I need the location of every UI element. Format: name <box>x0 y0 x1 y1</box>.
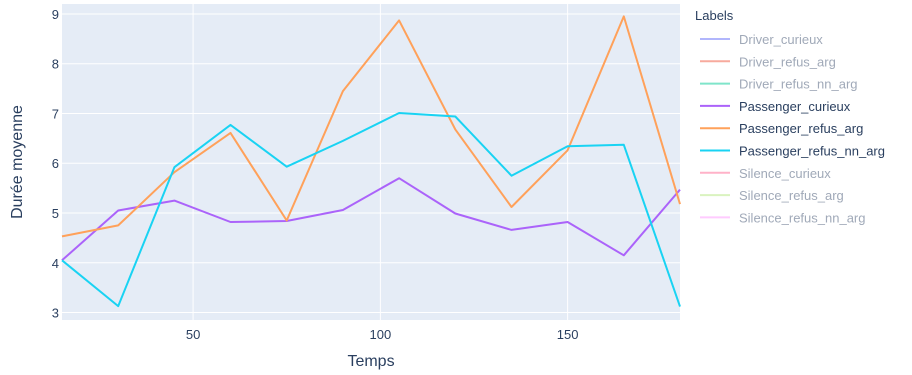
legend-items: Driver_curieux Driver_refus_arg Driver_ref… <box>700 32 885 225</box>
legend-label: Passenger_refus_nn_arg <box>739 144 885 159</box>
plot-area <box>61 4 681 320</box>
series-line-passenger-refus-nn-arg <box>61 112 681 308</box>
y-tick-label: 7 <box>52 106 59 121</box>
legend-label: Silence_refus_nn_arg <box>739 210 865 225</box>
legend-label: Driver_refus_nn_arg <box>739 77 858 92</box>
legend-label: Silence_refus_arg <box>739 188 844 203</box>
legend-label: Silence_curieux <box>739 166 831 181</box>
series-lines <box>61 15 681 308</box>
y-axis-title: Durée moyenne <box>9 105 26 219</box>
plot-background <box>62 4 680 320</box>
y-tick-label: 3 <box>52 306 59 321</box>
legend-item-driver-refus-nn-arg[interactable]: Driver_refus_nn_arg <box>700 77 858 92</box>
legend-item-passenger-curieux[interactable]: Passenger_curieux <box>700 99 851 114</box>
legend-item-driver-refus-arg[interactable]: Driver_refus_arg <box>700 54 836 69</box>
legend-item-passenger-refus-nn-arg[interactable]: Passenger_refus_nn_arg <box>700 144 885 159</box>
legend-item-silence-refus-nn-arg[interactable]: Silence_refus_nn_arg <box>700 210 865 225</box>
x-axis-ticks: 50 100 150 <box>186 327 579 342</box>
legend-label: Passenger_refus_arg <box>739 121 863 136</box>
series-line-passenger-curieux <box>61 177 681 262</box>
y-tick-label: 4 <box>52 256 59 271</box>
y-tick-label: 6 <box>52 156 59 171</box>
legend-title: Labels <box>695 8 734 23</box>
y-axis-ticks: 3 4 5 6 7 8 9 <box>52 7 59 321</box>
legend-item-silence-curieux[interactable]: Silence_curieux <box>700 166 831 181</box>
x-tick-label: 50 <box>186 327 200 342</box>
series-line-passenger-refus-arg <box>61 15 681 238</box>
legend-item-driver-curieux[interactable]: Driver_curieux <box>700 32 823 47</box>
x-axis-title: Temps <box>347 353 394 370</box>
legend-label: Driver_curieux <box>739 32 823 47</box>
x-tick-label: 100 <box>370 327 392 342</box>
x-tick-label: 150 <box>557 327 579 342</box>
y-tick-label: 5 <box>52 206 59 221</box>
y-tick-label: 8 <box>52 57 59 72</box>
legend-item-silence-refus-arg[interactable]: Silence_refus_arg <box>700 188 844 203</box>
grid-lines <box>62 4 680 320</box>
legend-label: Driver_refus_arg <box>739 54 836 69</box>
legend-item-passenger-refus-arg[interactable]: Passenger_refus_arg <box>700 121 863 136</box>
legend: Labels Driver_curieuxDriver_refus_argDri… <box>695 8 885 225</box>
y-tick-label: 9 <box>52 7 59 22</box>
legend-label: Passenger_curieux <box>739 99 851 114</box>
